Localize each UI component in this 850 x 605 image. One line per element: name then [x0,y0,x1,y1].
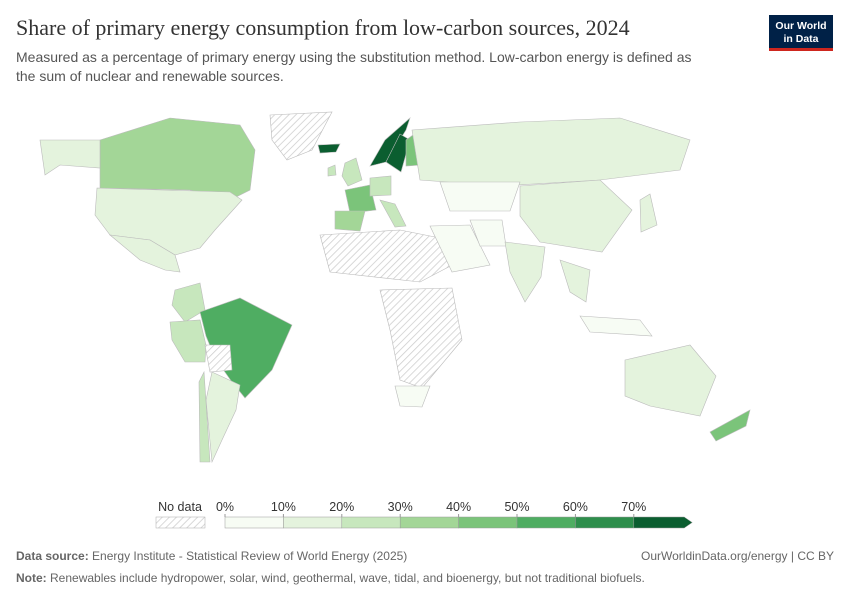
region [394,385,431,408]
region [709,409,751,442]
logo[interactable]: Our World in Data [769,15,833,51]
legend-bin [224,516,284,529]
legend-bin [283,516,343,529]
region [317,143,341,154]
legend-bin [341,516,401,529]
legend: No data 0% 10% 20% 30% 40% 50% 60% 70% [155,500,693,529]
region [205,371,241,464]
note-text: Renewables include hydropower, solar, wi… [50,571,645,585]
title: Share of primary energy consumption from… [16,15,630,40]
logo-text: Our World [775,20,826,32]
legend-bin [399,516,459,529]
legend-tick-label: 10% [271,500,296,514]
region [519,179,633,253]
region [99,117,256,201]
region [39,139,101,176]
no-data-swatch [155,516,206,529]
legend-tick-label: 20% [329,500,354,514]
legend-bin [633,516,693,529]
region [327,164,337,177]
source: Data source: Energy Institute - Statisti… [16,549,407,563]
legend-tick-label: 50% [504,500,529,514]
note: Note: Renewables include hydropower, sol… [16,571,645,585]
source-text: Energy Institute - Statistical Review of… [92,549,407,563]
region [198,370,211,463]
region [429,224,491,273]
region [439,181,521,212]
region [559,259,591,303]
region [504,241,546,303]
region [94,187,243,256]
legend-tick-label: 0% [216,500,234,514]
subtitle: the sum of nuclear and renewable sources… [16,68,284,84]
source-label: Data source: [16,549,89,563]
region [344,184,377,214]
credit[interactable]: OurWorldinData.org/energy | CC BY [641,549,834,563]
no-data-label: No data [158,500,202,514]
region [204,344,233,373]
region [169,319,207,363]
region [411,117,691,187]
logo-text: in Data [783,33,818,45]
legend-tick-label: 40% [446,500,471,514]
region [269,111,333,161]
note-label: Note: [16,571,47,585]
region [171,282,206,323]
subtitle: Measured as a percentage of primary ener… [16,49,692,65]
region [369,117,411,167]
legend-bin [575,516,635,529]
region [199,297,293,399]
region [109,234,181,273]
legend-bin [458,516,518,529]
region [379,199,407,228]
region [379,287,463,389]
legend-tick-label: 70% [621,500,646,514]
legend-tick-label: 30% [388,500,413,514]
region [639,193,658,233]
region [579,315,653,337]
region [341,157,363,187]
legend-tick-label: 60% [563,500,588,514]
legend-bin [516,516,576,529]
region [369,175,392,197]
map [39,111,751,464]
region [334,210,366,232]
region [624,344,717,417]
